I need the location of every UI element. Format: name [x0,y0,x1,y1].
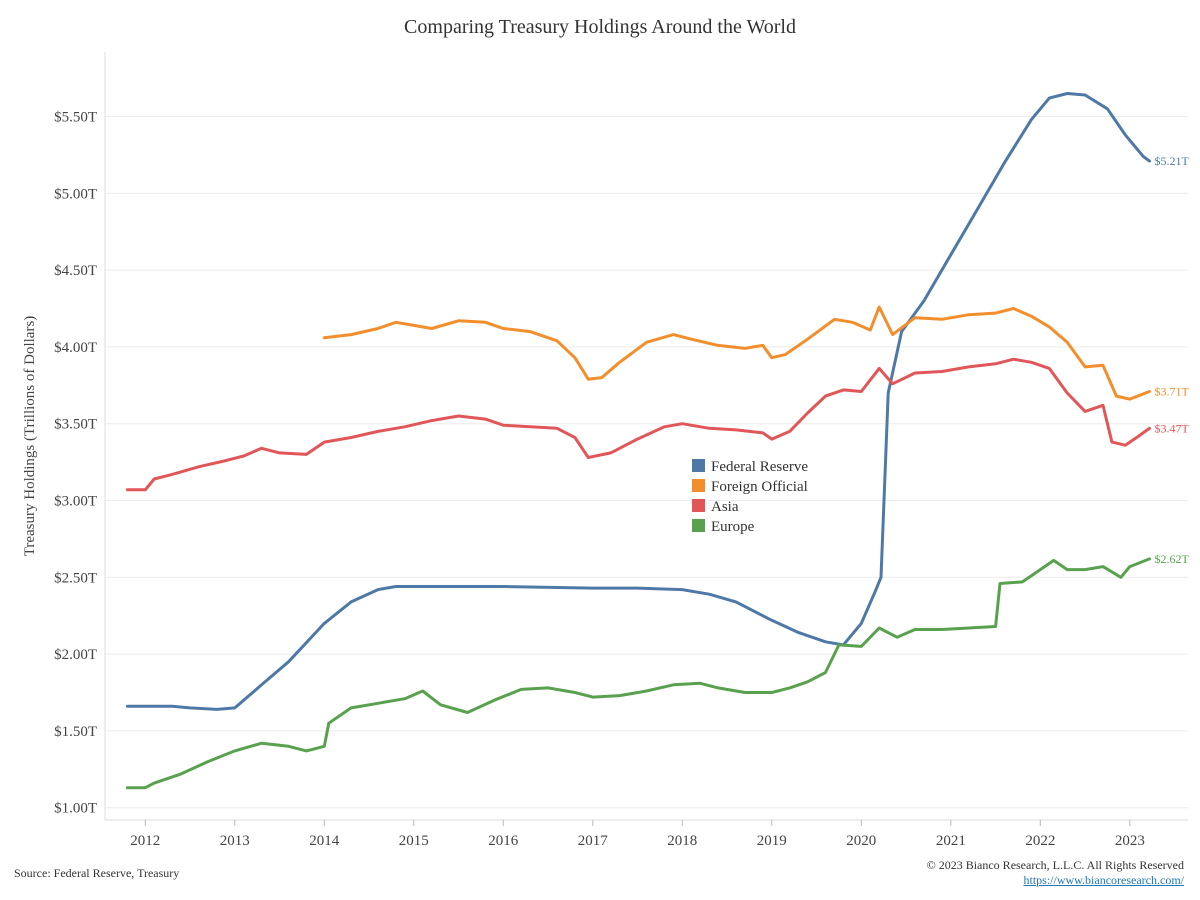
series-line-foreign-official [322,305,1151,401]
legend-label: Federal Reserve [711,459,808,475]
end-label-asia: $3.47T [1155,421,1190,435]
legend: Federal Reserve Foreign Official Asia Europ… [692,459,808,535]
x-tick-label: 2022 [1025,833,1055,849]
legend-swatch [692,499,705,512]
x-tick-label: 2017 [578,833,609,849]
x-tick-label: 2021 [936,833,966,849]
y-tick-label: $3.50T [54,417,97,433]
legend-label: Europe [711,519,755,535]
source-note: Source: Federal Reserve, Treasury [14,866,180,880]
y-tick-label: $1.00T [54,801,97,817]
end-label-federal-reserve: $5.21T [1155,154,1190,168]
end-labels: $5.21T $3.71T $3.47T $2.62T [1155,154,1190,566]
x-tick-label: 2013 [220,833,250,849]
y-axis-title: Treasury Holdings (Trillions of Dollars) [22,316,38,557]
series-line-asia [125,357,1151,492]
x-tick-label: 2020 [846,833,876,849]
legend-label: Asia [711,499,739,515]
x-tick-label: 2012 [130,833,160,849]
x-tick-label: 2023 [1115,833,1145,849]
legend-swatch [692,459,705,472]
y-tick-label: $5.00T [54,186,97,202]
end-label-europe: $2.62T [1155,552,1190,566]
x-tick-label: 2018 [667,833,697,849]
y-tick-label: $4.00T [54,340,97,356]
x-tick-label: 2014 [309,833,340,849]
series-lines [125,92,1151,790]
series-line-federal-reserve [125,92,1151,711]
y-tick-label: $2.00T [54,647,97,663]
chart-title: Comparing Treasury Holdings Around the W… [404,16,796,38]
y-tick-label: $4.50T [54,263,97,279]
x-tick-label: 2016 [488,833,519,849]
x-tick-label: 2019 [757,833,787,849]
legend-label: Foreign Official [711,479,808,495]
series-line-europe [125,557,1151,790]
end-label-foreign-official: $3.71T [1155,384,1190,398]
grid-lines [105,116,1188,809]
legend-swatch [692,479,705,492]
website-link[interactable]: https://www.biancoresearch.com/ [1023,873,1184,887]
y-tick-label: $2.50T [54,570,97,586]
y-tick-label: $1.50T [54,724,97,740]
y-tick-label: $5.50T [54,110,97,126]
copyright-note: © 2023 Bianco Research, L.L.C. All Right… [926,858,1184,872]
x-tick-label: 2015 [399,833,429,849]
y-tick-label: $3.00T [54,494,97,510]
axes: $1.00T $1.50T $2.00T $2.50T $3.00T $3.50T $4.0… [22,52,1188,849]
legend-swatch [692,519,705,532]
